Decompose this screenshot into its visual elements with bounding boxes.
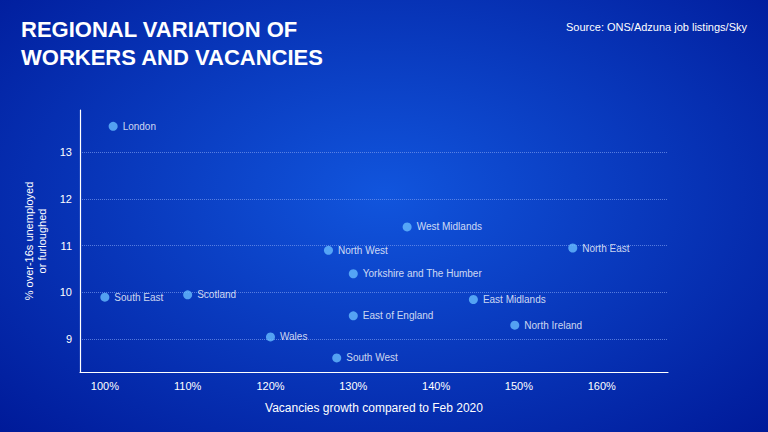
svg-text:140%: 140% xyxy=(422,380,450,392)
svg-text:100%: 100% xyxy=(91,380,119,392)
svg-text:West Midlands: West Midlands xyxy=(417,221,482,232)
svg-text:East Midlands: East Midlands xyxy=(483,294,546,305)
svg-text:120%: 120% xyxy=(256,380,284,392)
svg-text:9: 9 xyxy=(66,333,72,345)
svg-text:Yorkshire and The Humber: Yorkshire and The Humber xyxy=(363,268,483,279)
svg-text:Source: ONS/Adzuna job listing: Source: ONS/Adzuna job listings/Sky xyxy=(566,21,747,33)
svg-text:13: 13 xyxy=(60,146,72,158)
svg-text:130%: 130% xyxy=(339,380,367,392)
svg-text:East of England: East of England xyxy=(363,310,434,321)
svg-text:12: 12 xyxy=(60,193,72,205)
svg-text:10: 10 xyxy=(60,286,72,298)
svg-text:150%: 150% xyxy=(505,380,533,392)
svg-text:WORKERS AND VACANCIES: WORKERS AND VACANCIES xyxy=(21,45,323,70)
svg-text:North Ireland: North Ireland xyxy=(524,320,582,331)
svg-text:South West: South West xyxy=(346,352,398,363)
svg-text:London: London xyxy=(123,121,156,132)
svg-text:160%: 160% xyxy=(588,380,616,392)
svg-text:REGIONAL VARIATION OF: REGIONAL VARIATION OF xyxy=(21,17,297,42)
svg-text:Wales: Wales xyxy=(280,331,307,342)
svg-text:North West: North West xyxy=(338,245,388,256)
svg-text:11: 11 xyxy=(61,240,72,252)
svg-text:or furloughed: or furloughed xyxy=(36,209,48,274)
svg-text:110%: 110% xyxy=(174,380,202,392)
svg-text:Vacancies growth compared to F: Vacancies growth compared to Feb 2020 xyxy=(265,401,483,415)
svg-text:South East: South East xyxy=(114,292,163,303)
svg-text:North East: North East xyxy=(582,243,629,254)
svg-text:% over-16s unemployed: % over-16s unemployed xyxy=(23,182,35,301)
svg-text:Scotland: Scotland xyxy=(197,289,236,300)
